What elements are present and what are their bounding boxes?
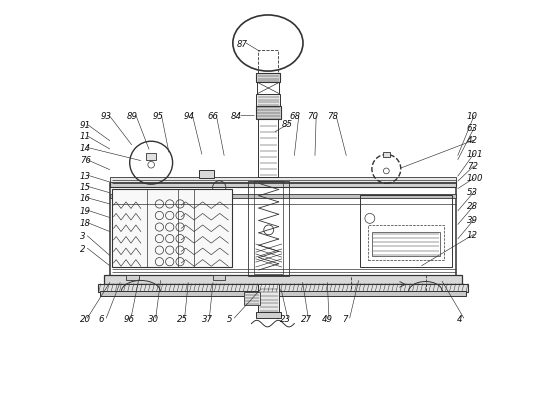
Text: 70: 70 [307,112,318,121]
Text: 101: 101 [467,150,483,158]
Text: 30: 30 [148,314,159,323]
Text: 76: 76 [80,156,91,165]
Text: 89: 89 [127,112,138,121]
Text: 94: 94 [183,112,194,121]
Bar [110,194,456,198]
Bar [110,178,456,183]
Text: 95: 95 [152,112,163,121]
Bar [213,275,225,280]
Bar [383,152,389,158]
Text: 91: 91 [80,121,91,130]
Text: 66: 66 [207,112,218,121]
Text: 78: 78 [327,112,338,121]
Text: 53: 53 [467,188,478,197]
Text: 14: 14 [80,144,91,152]
Bar [257,95,280,107]
Bar [257,74,280,83]
Bar [110,184,456,276]
Text: 63: 63 [467,124,478,133]
Text: 18: 18 [80,218,91,228]
Text: 87: 87 [237,39,248,48]
Text: 3: 3 [80,232,85,241]
Bar [254,182,283,274]
Bar [368,226,444,261]
Bar [110,182,456,188]
Bar [244,292,260,305]
Bar [360,195,453,268]
Bar [104,275,462,285]
Bar [372,232,440,257]
Text: 13: 13 [80,171,91,180]
Text: 23: 23 [280,314,291,323]
Bar [255,107,281,120]
Text: 37: 37 [202,314,213,323]
Text: 25: 25 [177,314,188,323]
Text: 7: 7 [342,314,348,323]
Bar [100,291,466,296]
Bar [257,312,281,318]
Text: 11: 11 [80,132,91,141]
Ellipse shape [233,16,303,72]
Text: 20: 20 [80,314,91,323]
Text: 16: 16 [80,194,91,203]
Text: 93: 93 [100,112,111,121]
Text: 12: 12 [467,230,478,239]
Text: 5: 5 [227,314,232,323]
Bar [126,275,138,280]
Bar [351,275,425,291]
Bar [258,285,279,313]
Text: 96: 96 [124,314,135,323]
Text: 15: 15 [80,182,91,191]
Text: 28: 28 [467,201,478,210]
Text: 19: 19 [80,206,91,215]
Bar [198,170,214,178]
Bar [248,182,289,276]
Bar [257,83,279,95]
Bar [98,284,468,292]
Text: 6: 6 [99,314,104,323]
Text: 68: 68 [290,112,301,121]
Text: 10: 10 [467,112,478,121]
Text: 72: 72 [467,161,478,171]
Text: 2: 2 [80,244,85,253]
Text: 84: 84 [231,112,242,121]
Bar [146,154,156,160]
Text: 27: 27 [301,314,312,323]
Text: 39: 39 [467,215,478,224]
Text: 49: 49 [321,314,332,323]
Text: 42: 42 [467,136,478,145]
Text: 4: 4 [456,314,462,323]
Bar [258,51,278,75]
Text: 100: 100 [467,174,483,183]
Bar [112,189,232,268]
Text: 85: 85 [282,120,293,129]
Bar [258,120,278,178]
